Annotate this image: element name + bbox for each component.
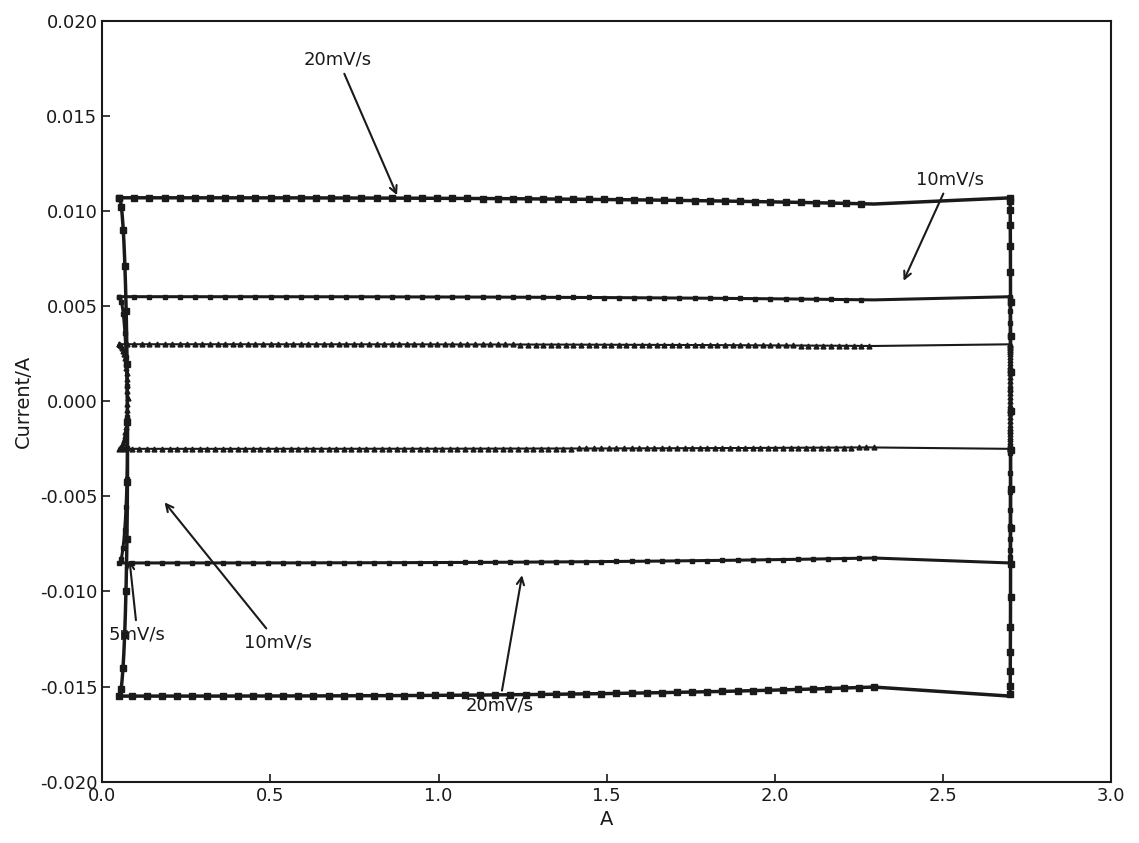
Text: 5mV/s: 5mV/s [109,562,166,644]
X-axis label: A: A [600,810,613,830]
Text: 20mV/s: 20mV/s [304,51,396,193]
Text: 20mV/s: 20mV/s [466,577,533,714]
Text: 10mV/s: 10mV/s [166,504,311,652]
Text: 10mV/s: 10mV/s [904,170,984,279]
Y-axis label: Current/A: Current/A [14,355,33,448]
